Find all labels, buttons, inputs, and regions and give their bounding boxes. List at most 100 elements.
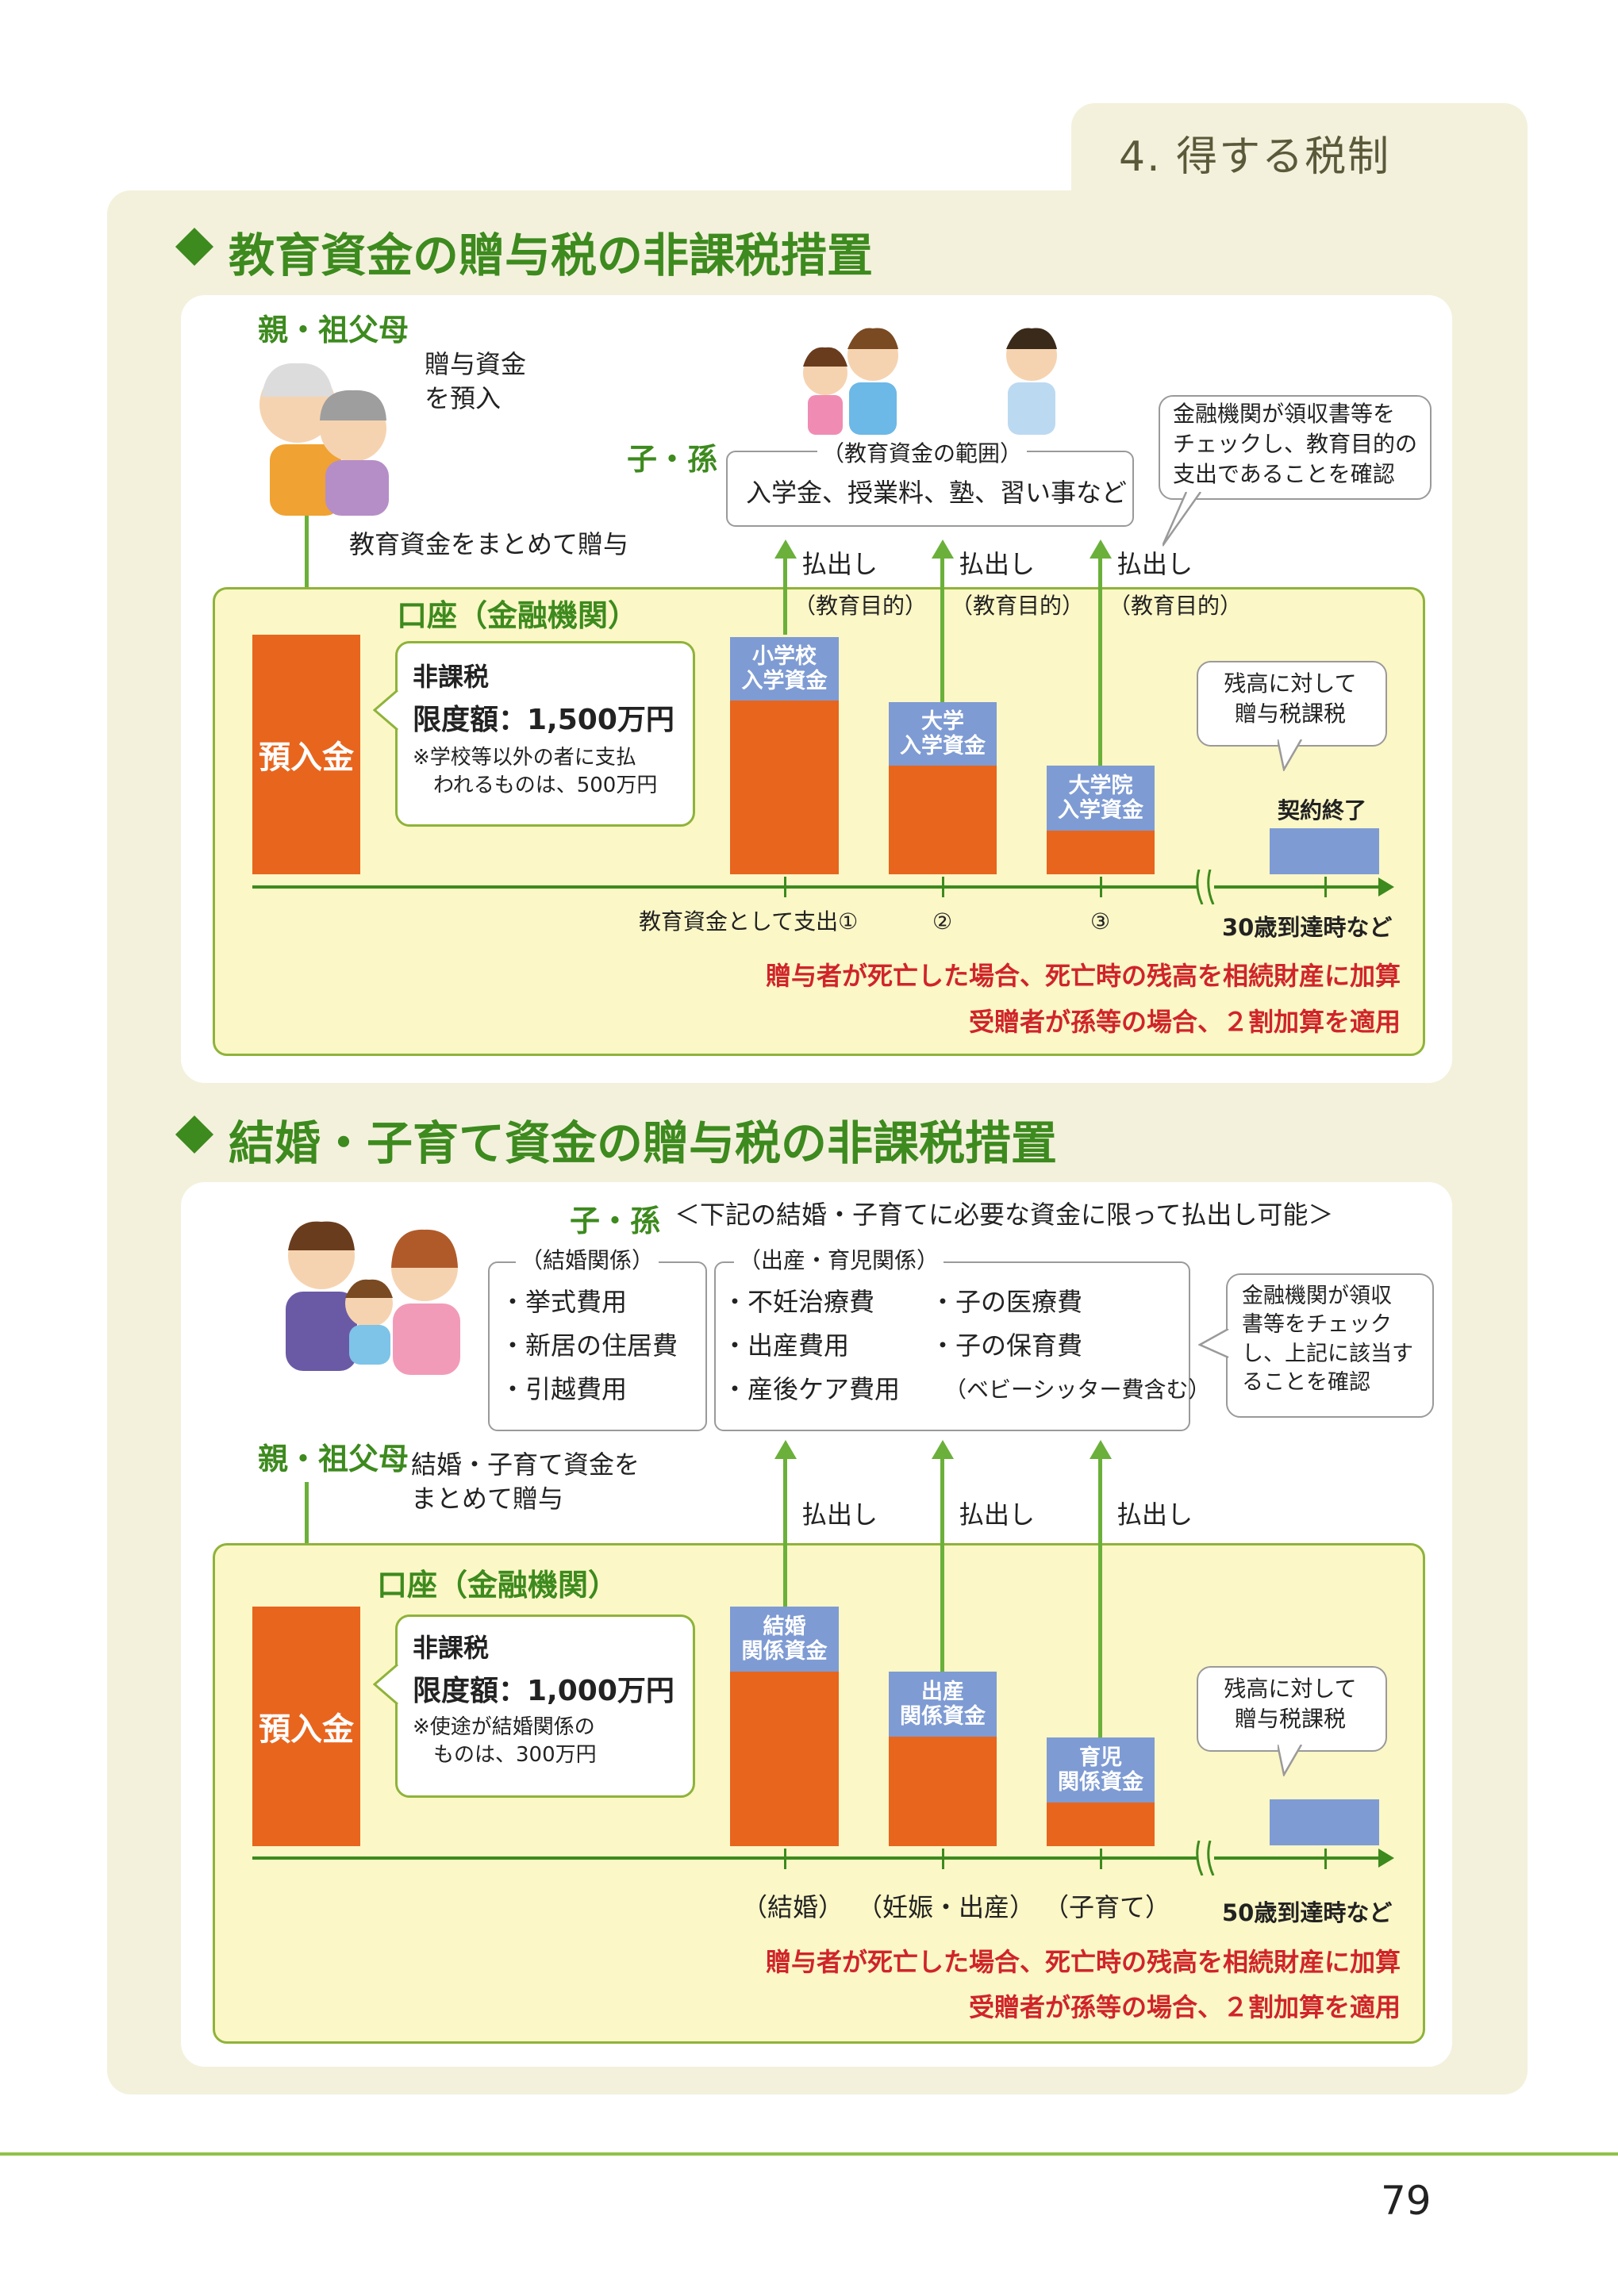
edu-remaining-note: 残高に対して 贈与税課税 — [1224, 670, 1357, 727]
marriage-withdraw-arrow-1 — [783, 1456, 787, 1611]
edu-taxfree-label: 非課税 — [413, 662, 490, 692]
marriage-item-2: ・新居の住居費 — [500, 1330, 678, 1361]
withdraw-arrow-2 — [940, 555, 944, 702]
birth-item-right-3: （ベビーシッター費含む） — [944, 1376, 1211, 1403]
edu-gift-arrow — [305, 516, 309, 595]
callout-pointer-icon — [373, 690, 398, 730]
marriage-item-1: ・挙式費用 — [500, 1287, 628, 1317]
birth-item-right-2: ・子の保育費 — [930, 1330, 1083, 1361]
marriage-axis-label-1: （結婚） — [742, 1892, 844, 1922]
edu-limit-note: ※学校等以外の者に支払 われるものは、500万円 — [413, 746, 658, 798]
children-illustration — [803, 328, 1057, 435]
marriage-taxfree-label: 非課税 — [413, 1633, 490, 1663]
marriage-bar-3 — [1047, 1801, 1155, 1846]
marriage-bar-2-label: 出産 関係資金 — [889, 1672, 997, 1737]
edu-bar-2 — [889, 763, 997, 874]
marriage-receiver-note: ＜下記の結婚・子育てに必要な資金に限って払出し可能＞ — [674, 1200, 1334, 1230]
marriage-taxfree-callout — [395, 1614, 695, 1798]
edu-bank-check-note: 金融機関が領収書等を チェックし、教育目的の 支出であることを確認 — [1173, 401, 1418, 487]
withdraw-label-3: 払出し — [1116, 549, 1193, 579]
axis-break-icon — [1196, 1841, 1215, 1876]
edu-bar-1 — [730, 698, 839, 874]
marriage-bank-check-note: 金融機関が領収 書等をチェック し、上記に該当す ることを確認 — [1242, 1284, 1413, 1396]
edu-bank-check-callout — [1159, 395, 1432, 500]
edu-receiver-label: 子・孫 — [627, 442, 718, 477]
edu-red-note-1: 贈与者が死亡した場合、死亡時の残高を相続財産に加算 — [765, 961, 1401, 991]
marriage-withdraw-arrowhead-2 — [932, 1440, 954, 1459]
callout-pointer-icon — [1278, 1745, 1303, 1776]
edu-section-title: 教育資金の贈与税の非課税措置 — [229, 228, 874, 282]
edu-range-text: 入学金、授業料、塾、習い事など — [746, 478, 1128, 508]
edu-contract-end: 契約終了 — [1278, 797, 1367, 824]
edu-taxfree-callout — [395, 641, 695, 827]
marriage-withdraw-label-3: 払出し — [1116, 1499, 1193, 1530]
withdraw-label-1: 払出し — [801, 549, 878, 579]
withdraw-arrowhead-2 — [932, 539, 954, 559]
marriage-section-title: 結婚・子育て資金の贈与税の非課税措置 — [229, 1116, 1058, 1170]
edu-tick-3 — [1100, 877, 1102, 897]
grandparents-illustration — [259, 363, 389, 516]
birth-item-left-2: ・出産費用 — [722, 1330, 850, 1361]
withdraw-arrow-1 — [783, 555, 787, 635]
marriage-end-label: 50歳到達時など — [1222, 1899, 1393, 1926]
footer-rule — [0, 2152, 1618, 2156]
marriage-tick-3 — [1100, 1849, 1102, 1869]
marriage-limit-note: ※使途が結婚関係の ものは、300万円 — [413, 1715, 597, 1768]
withdraw-purpose-3: （教育目的） — [1109, 593, 1243, 619]
edu-giver-label: 親・祖父母 — [258, 313, 409, 347]
marriage-gift-arrow — [305, 1482, 309, 1573]
birth-items-box — [714, 1261, 1190, 1431]
edu-bar-3 — [1047, 829, 1155, 874]
edu-timeline-arrowhead — [1378, 877, 1394, 897]
withdraw-purpose-1: （教育目的） — [794, 593, 928, 619]
edu-bar-1-label: 小学校 入学資金 — [730, 637, 839, 701]
marriage-item-3: ・引越費用 — [500, 1374, 628, 1404]
edu-account-label: 口座（金融機関） — [397, 598, 639, 633]
edu-deposit-block: 預入金 — [252, 635, 360, 874]
birth-item-right-1: ・子の医療費 — [930, 1287, 1083, 1317]
edu-bar-3-label: 大学院 入学資金 — [1047, 766, 1155, 831]
marriage-giver-label: 親・祖父母 — [258, 1442, 409, 1476]
marriage-withdraw-arrowhead-1 — [774, 1440, 797, 1459]
section-tab-label: 4. 得する税制 — [1119, 133, 1391, 181]
marriage-lump-note: 結婚・子育て資金を まとめて贈与 — [411, 1449, 640, 1515]
withdraw-purpose-2: （教育目的） — [951, 593, 1085, 619]
marriage-tick-1 — [784, 1849, 786, 1869]
edu-timeline-axis — [252, 885, 1379, 889]
edu-axis-label-1: 教育資金として支出① — [639, 908, 859, 935]
marriage-limit: 限度額：1,000万円 — [413, 1675, 674, 1707]
marriage-items-title: （結婚関係） — [516, 1246, 659, 1276]
family-illustration — [286, 1221, 460, 1375]
marriage-axis-label-3: （子育て） — [1043, 1892, 1171, 1922]
page-number: 79 — [1381, 2178, 1432, 2224]
marriage-tick-2 — [942, 1849, 944, 1869]
marriage-tick-end — [1324, 1849, 1327, 1869]
withdraw-arrowhead-3 — [1090, 539, 1112, 559]
birth-items-title: （出産・育児関係） — [734, 1246, 944, 1276]
withdraw-arrow-3 — [1098, 555, 1102, 766]
marriage-bar-2 — [889, 1735, 997, 1846]
withdraw-label-2: 払出し — [959, 549, 1036, 579]
edu-tick-end — [1324, 877, 1327, 897]
marriage-axis-label-2: （妊娠・出産） — [857, 1892, 1036, 1922]
withdraw-arrowhead-1 — [774, 539, 797, 559]
edu-axis-label-2: ② — [932, 908, 953, 935]
axis-break-icon — [1196, 870, 1215, 904]
callout-pointer-icon — [373, 1664, 398, 1704]
birth-item-left-3: ・産後ケア費用 — [722, 1374, 901, 1404]
callout-pointer-icon — [1278, 739, 1303, 771]
edu-red-note-2: 受贈者が孫等の場合、２割加算を適用 — [968, 1007, 1401, 1037]
marriage-bar-1 — [730, 1670, 839, 1846]
marriage-timeline-axis — [252, 1856, 1379, 1860]
edu-bar-2-label: 大学 入学資金 — [889, 702, 997, 766]
edu-range-title: （教育資金の範囲） — [817, 439, 1028, 469]
marriage-withdraw-arrow-2 — [940, 1456, 944, 1674]
edu-tick-1 — [784, 877, 786, 897]
marriage-withdraw-label-1: 払出し — [801, 1499, 878, 1530]
marriage-red-note-2: 受贈者が孫等の場合、２割加算を適用 — [968, 1992, 1401, 2022]
edu-final-bar — [1270, 828, 1379, 874]
marriage-receiver-label: 子・孫 — [570, 1204, 661, 1238]
marriage-remaining-note: 残高に対して 贈与税課税 — [1224, 1676, 1357, 1732]
edu-lump-note: 教育資金をまとめて贈与 — [349, 529, 629, 559]
marriage-timeline-arrowhead — [1378, 1849, 1394, 1868]
